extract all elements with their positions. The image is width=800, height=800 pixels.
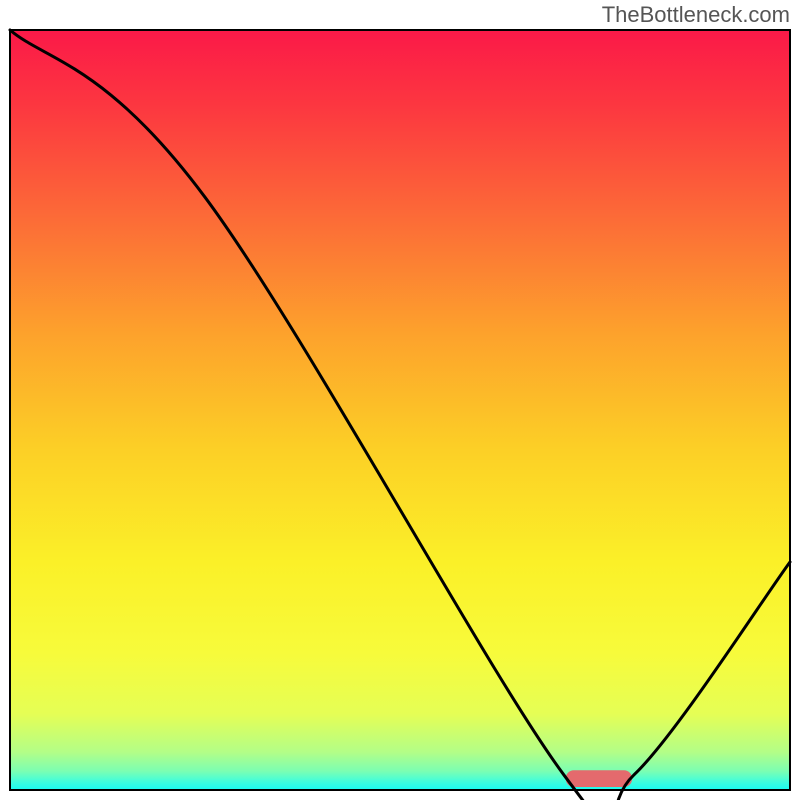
- watermark-text: TheBottleneck.com: [602, 2, 790, 28]
- optimal-range-marker: [566, 770, 632, 787]
- gradient-background: [10, 30, 790, 790]
- bottleneck-chart-svg: [0, 0, 800, 800]
- chart-stage: TheBottleneck.com: [0, 0, 800, 800]
